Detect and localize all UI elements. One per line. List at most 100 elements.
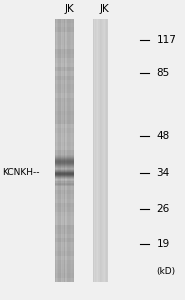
Bar (100, 19, 101, 282)
Bar (73, 19, 74, 282)
Text: 85: 85 (156, 68, 170, 78)
Bar (55, 80, 74, 85)
Bar (55, 168, 74, 172)
Bar (97, 19, 98, 282)
Bar (55, 54, 74, 58)
Bar (55, 159, 74, 160)
Bar (103, 19, 104, 282)
Text: KCNKH--: KCNKH-- (2, 168, 39, 177)
Bar (55, 161, 74, 162)
Bar (55, 36, 74, 40)
Bar (55, 194, 74, 199)
Bar (55, 160, 74, 161)
Bar (55, 166, 74, 167)
Bar (55, 157, 74, 158)
Bar (56, 19, 57, 282)
Bar (55, 184, 74, 185)
Bar (55, 162, 74, 163)
Bar (55, 185, 74, 186)
Bar (55, 216, 74, 220)
Bar (95, 19, 96, 282)
Bar (55, 67, 74, 71)
Bar (99, 19, 100, 282)
Bar (55, 203, 74, 207)
Bar (55, 40, 74, 45)
Bar (55, 247, 74, 251)
Bar (55, 19, 74, 23)
Text: 34: 34 (156, 167, 170, 178)
Bar (55, 71, 74, 76)
Bar (107, 19, 108, 282)
Text: JK: JK (100, 4, 109, 14)
Bar (55, 185, 74, 190)
Bar (55, 93, 74, 98)
Bar (105, 19, 106, 282)
Bar (63, 19, 64, 282)
Bar (55, 62, 74, 67)
Bar (55, 155, 74, 156)
Bar (64, 19, 65, 282)
Bar (55, 19, 74, 282)
Bar (55, 150, 74, 155)
Bar (55, 165, 74, 166)
Bar (92, 19, 94, 282)
Bar (55, 155, 74, 159)
Bar (55, 23, 74, 27)
Bar (55, 49, 74, 54)
Bar (55, 168, 74, 169)
Bar (55, 32, 74, 36)
Bar (55, 159, 74, 164)
Bar (68, 19, 69, 282)
Bar (66, 19, 67, 282)
Bar (55, 163, 74, 164)
Bar (55, 220, 74, 225)
Bar (55, 273, 74, 278)
Bar (55, 181, 74, 182)
Bar (55, 120, 74, 124)
Bar (55, 190, 74, 194)
Bar (55, 264, 74, 269)
Bar (61, 19, 62, 282)
Bar (106, 19, 107, 282)
Bar (55, 146, 74, 150)
Bar (55, 182, 74, 183)
Bar (55, 185, 74, 186)
Bar (55, 76, 74, 80)
Bar (55, 229, 74, 234)
Bar (55, 115, 74, 120)
Bar (71, 19, 72, 282)
Bar (55, 158, 74, 159)
Bar (55, 85, 74, 89)
Bar (55, 137, 74, 142)
Bar (55, 167, 74, 168)
Bar (98, 19, 99, 282)
Bar (55, 242, 74, 247)
Bar (55, 251, 74, 256)
Text: 48: 48 (156, 130, 170, 141)
Bar (55, 212, 74, 216)
Bar (55, 124, 74, 128)
Bar (55, 238, 74, 242)
Bar (55, 172, 74, 177)
Bar (67, 19, 68, 282)
Bar (55, 180, 74, 181)
Bar (55, 164, 74, 165)
Bar (55, 207, 74, 212)
Bar (102, 19, 103, 282)
Bar (59, 19, 60, 282)
Bar (55, 164, 74, 168)
Bar (55, 142, 74, 146)
Bar (92, 19, 108, 282)
Bar (55, 183, 74, 184)
Bar (72, 19, 73, 282)
Bar (55, 180, 74, 181)
Bar (96, 19, 97, 282)
Bar (101, 19, 102, 282)
Bar (55, 106, 74, 111)
Bar (55, 269, 74, 273)
Bar (55, 27, 74, 32)
Bar (55, 256, 74, 260)
Text: 19: 19 (156, 238, 170, 249)
Bar (55, 58, 74, 62)
Bar (55, 98, 74, 102)
